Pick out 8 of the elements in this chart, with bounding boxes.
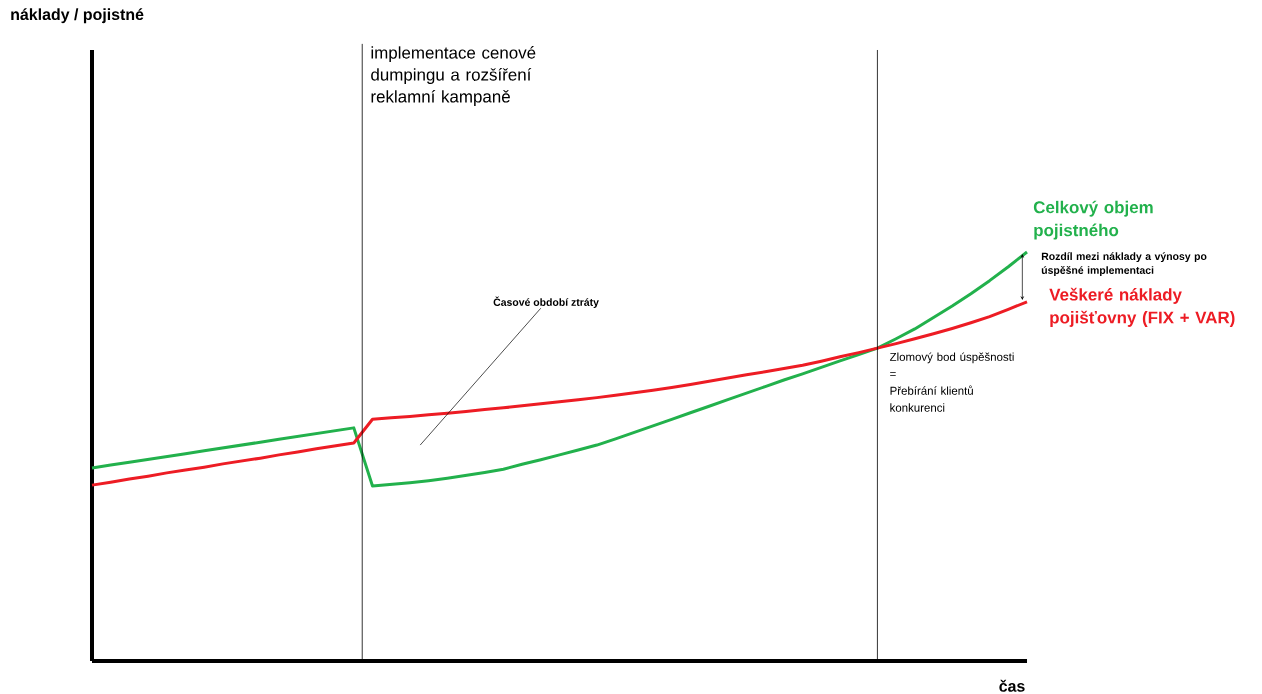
text: Rozdíl mezi náklady a výnosy po úspěšné implementaci bbox=[1041, 252, 1207, 277]
series-label: Veškeré náklady pojišťovny (FIX + VAR) bbox=[1049, 287, 1235, 327]
annotation: Časové období ztráty bbox=[493, 296, 599, 308]
annotation: Zlomový bod úspěšnosti = Přebírání klientů konkurenci bbox=[889, 352, 1014, 412]
text: implementace cenové dumpingu a rozšíření reklamní kampaně bbox=[371, 46, 536, 106]
text: náklady / pojistné bbox=[11, 8, 144, 24]
x-axis-title: čas bbox=[999, 679, 1025, 692]
series-label: Celkový objem pojistného bbox=[1033, 200, 1153, 240]
